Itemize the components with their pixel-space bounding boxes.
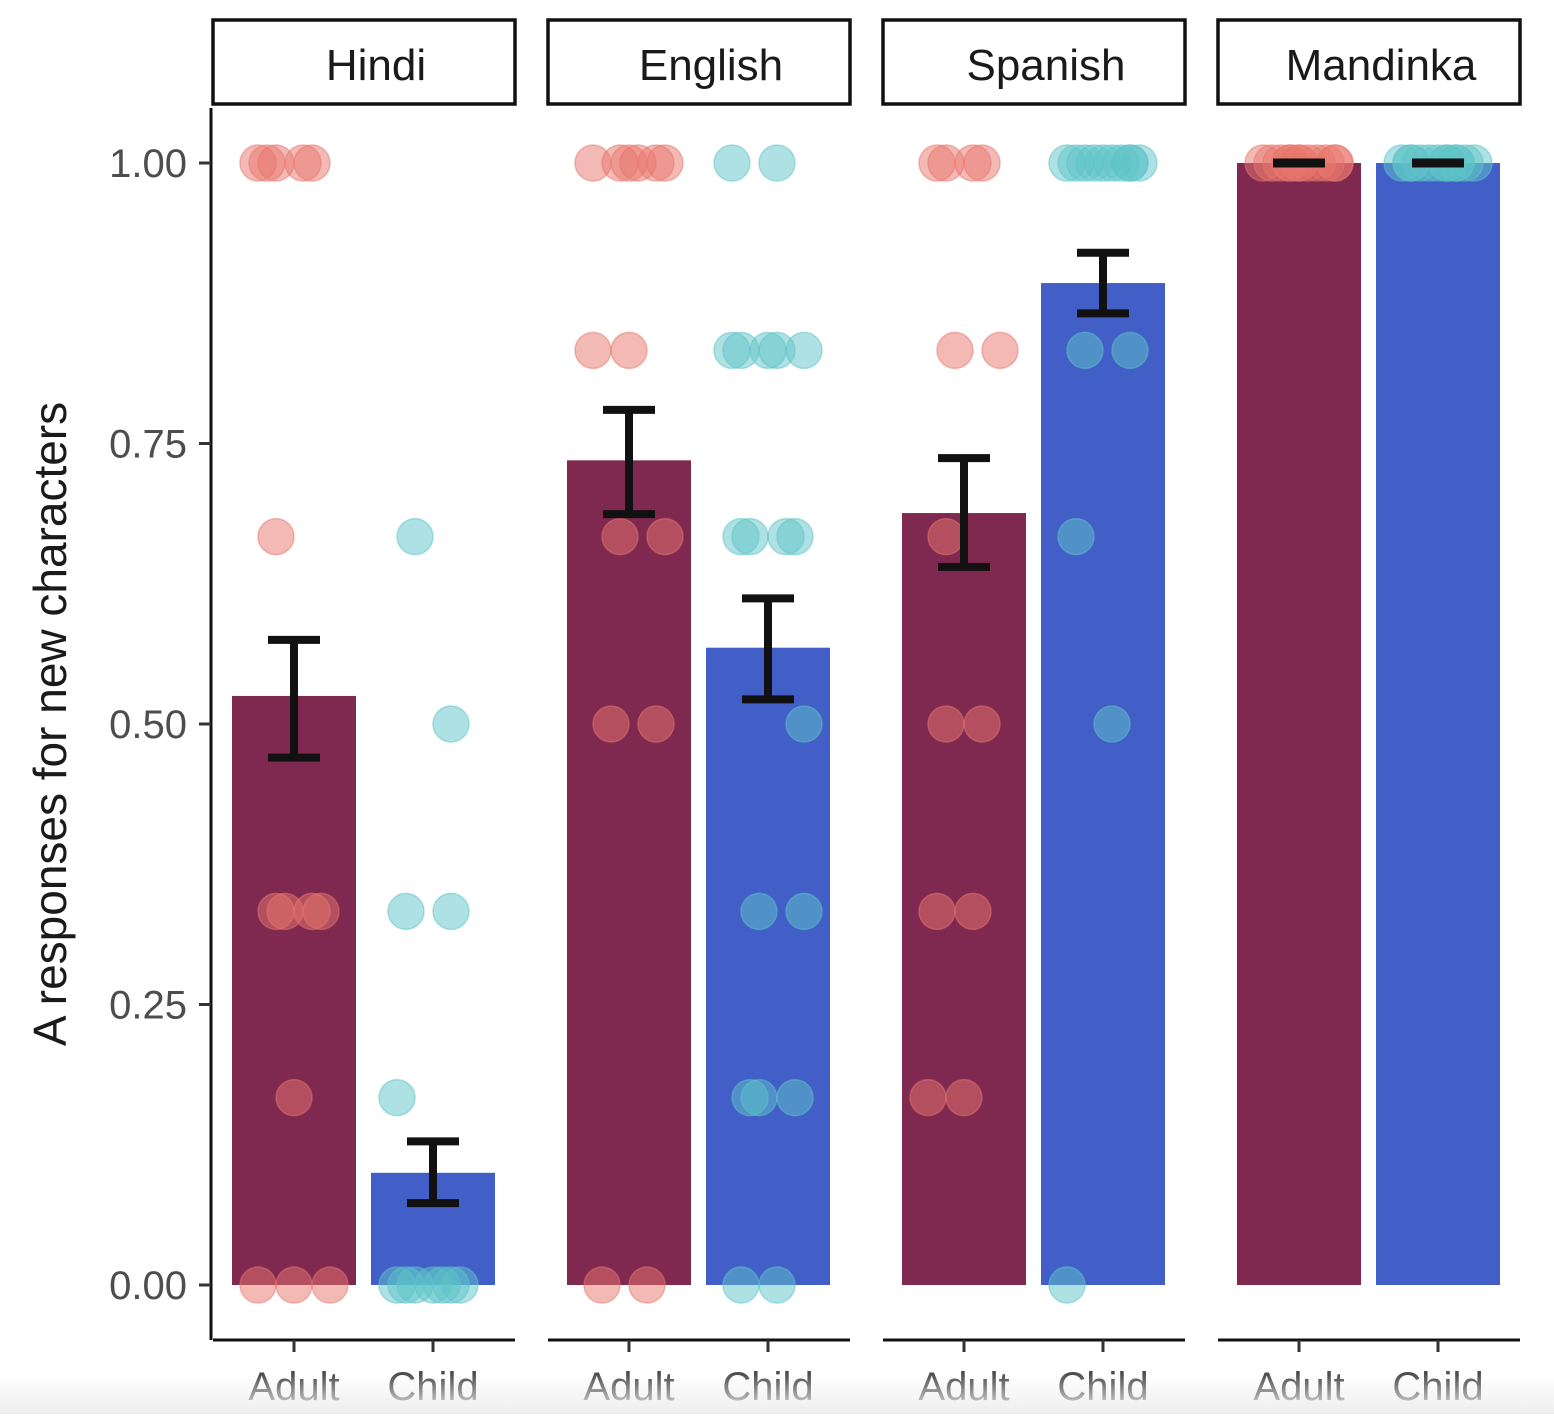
data-point <box>628 1266 666 1304</box>
x-tick-label: Child <box>722 1365 813 1409</box>
facet-strip <box>211 18 517 106</box>
data-point <box>981 331 1019 370</box>
data-point <box>776 1078 814 1117</box>
data-point <box>239 1266 277 1304</box>
facet-strip-label: English <box>639 41 783 90</box>
data-point <box>601 517 639 556</box>
data-point <box>637 705 675 743</box>
data-point <box>574 144 612 182</box>
bar-adult <box>232 695 356 1285</box>
data-point <box>574 331 612 370</box>
y-tick-label: 0.75 <box>109 423 187 467</box>
facet-strip <box>546 18 852 106</box>
y-tick-label: 0.50 <box>109 703 187 747</box>
data-point <box>927 705 965 743</box>
data-point <box>713 144 751 182</box>
data-point <box>441 1266 479 1304</box>
data-point <box>275 1266 313 1304</box>
bar-adult <box>567 460 691 1286</box>
data-point <box>954 892 992 931</box>
data-point <box>740 1078 778 1117</box>
x-tick-label: Child <box>1392 1365 1483 1409</box>
data-point <box>302 892 340 931</box>
data-point <box>785 705 823 743</box>
data-point <box>396 1266 434 1304</box>
data-point <box>396 517 434 556</box>
data-point <box>758 331 796 370</box>
data-point <box>918 892 956 931</box>
data-point <box>1111 144 1149 182</box>
data-point <box>432 705 470 743</box>
data-point <box>257 517 295 556</box>
data-point <box>646 517 684 556</box>
data-point <box>387 892 425 931</box>
bar-child <box>1041 283 1165 1286</box>
data-point <box>945 1078 983 1117</box>
facet-strip-label: Spanish <box>966 41 1125 90</box>
data-point <box>740 892 778 931</box>
data-point <box>722 1266 760 1304</box>
data-point <box>785 892 823 931</box>
x-tick-label: Child <box>1057 1365 1148 1409</box>
data-point <box>293 144 331 182</box>
data-point <box>927 517 965 556</box>
panel-mandinka: Mandinka Adult Child <box>1216 18 1522 1409</box>
data-point <box>1066 331 1104 370</box>
data-point <box>776 517 814 556</box>
data-point <box>963 705 1001 743</box>
panel-english: English Adult Child <box>546 18 852 1409</box>
data-point <box>909 1078 947 1117</box>
data-point <box>266 892 304 931</box>
data-point <box>432 892 470 931</box>
bar-adult <box>1237 163 1361 1285</box>
data-point <box>1093 705 1131 743</box>
data-point <box>583 1266 621 1304</box>
facet-strip-label: Mandinka <box>1286 41 1477 90</box>
x-tick-label: Adult <box>583 1365 674 1409</box>
x-tick-label: Adult <box>1253 1365 1344 1409</box>
data-point <box>1111 331 1149 370</box>
data-point <box>758 144 796 182</box>
facet-strip <box>1216 18 1522 106</box>
data-point <box>378 1078 416 1117</box>
panel-hindi: Hindi Adult Child <box>211 18 517 1409</box>
x-tick-label: Adult <box>248 1365 339 1409</box>
data-point <box>311 1266 349 1304</box>
panel-spanish: Spanish Adult Child <box>881 18 1187 1409</box>
data-point <box>927 144 965 182</box>
data-point <box>1057 517 1095 556</box>
data-point <box>731 517 769 556</box>
data-point <box>936 331 974 370</box>
x-tick-label: Child <box>387 1365 478 1409</box>
data-point <box>610 331 648 370</box>
data-point <box>1048 1266 1086 1304</box>
y-tick-label: 0.00 <box>109 1264 187 1308</box>
data-point <box>758 1266 796 1304</box>
bar-child <box>706 647 830 1285</box>
y-axis-title: A responses for new characters <box>24 402 76 1046</box>
data-point <box>619 144 657 182</box>
data-point <box>275 1078 313 1117</box>
data-point <box>963 144 1001 182</box>
facet-strip-label: Hindi <box>326 41 426 90</box>
data-point <box>257 144 295 182</box>
data-point <box>592 705 630 743</box>
y-tick-label: 0.25 <box>109 984 187 1028</box>
y-tick-label: 1.00 <box>109 142 187 186</box>
data-point <box>1066 144 1104 182</box>
x-tick-label: Adult <box>918 1365 1009 1409</box>
facet-strip <box>881 18 1187 106</box>
data-point <box>722 331 760 370</box>
bar-child <box>1376 163 1500 1285</box>
